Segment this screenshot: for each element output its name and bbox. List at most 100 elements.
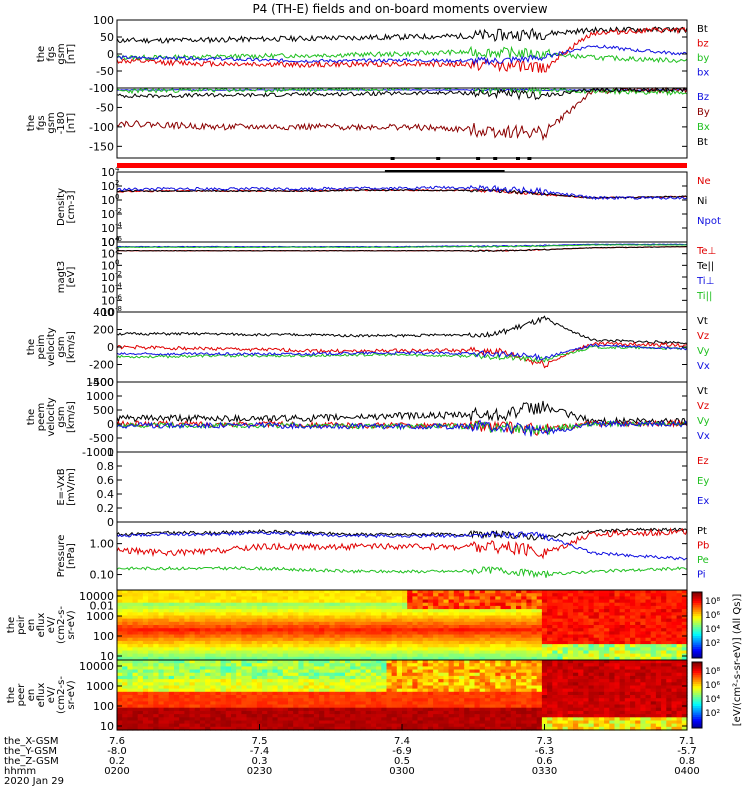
heatmap-cell <box>552 640 559 645</box>
heatmap-cell <box>334 650 341 655</box>
heatmap-cell <box>277 605 284 610</box>
heatmap-cell <box>174 682 180 687</box>
heatmap-cell <box>298 656 305 661</box>
heatmap-cell <box>407 644 413 648</box>
heatmap-cell <box>438 615 445 620</box>
heatmap-cell <box>246 621 253 626</box>
heatmap-cell <box>417 644 424 648</box>
heatmap-cell <box>231 714 237 718</box>
heatmap-cell <box>614 599 621 604</box>
heatmap-cell <box>635 666 641 671</box>
heatmap-cell <box>199 685 206 690</box>
heatmap-cell <box>655 698 662 702</box>
heatmap-cell <box>350 723 356 728</box>
heatmap-cell <box>557 599 564 604</box>
panel-frame <box>116 87 688 159</box>
heatmap-cell <box>650 612 657 617</box>
heatmap-cell <box>505 644 512 648</box>
heatmap-cell <box>469 590 476 594</box>
heatmap-cell <box>531 688 538 693</box>
heatmap-cell <box>567 653 574 658</box>
heatmap-cell <box>645 612 652 617</box>
heatmap-cell <box>464 701 470 706</box>
heatmap-cell <box>220 701 227 706</box>
heatmap-cell <box>438 707 445 712</box>
heatmap-cell <box>236 660 242 664</box>
heatmap-cell <box>526 656 533 661</box>
heatmap-cell <box>194 618 201 623</box>
heatmap-cell <box>381 593 388 597</box>
heatmap-cell <box>593 647 600 652</box>
heatmap-cell <box>500 669 507 674</box>
heatmap-cell <box>272 596 279 601</box>
heatmap-cell <box>262 612 268 617</box>
heatmap-cell <box>474 590 481 594</box>
heatmap-cell <box>308 710 315 715</box>
heatmap-cell <box>417 593 424 597</box>
heatmap-cell <box>453 660 460 664</box>
heatmap-cell <box>650 688 657 693</box>
heatmap-cell <box>588 682 595 687</box>
heatmap-cell <box>205 685 211 690</box>
y-axis-label: [km/s] <box>66 331 77 363</box>
heatmap-cell <box>210 714 217 718</box>
heatmap-cell <box>448 663 455 667</box>
heatmap-cell <box>438 602 445 607</box>
heatmap-cell <box>433 660 439 664</box>
heatmap-cell <box>189 685 196 690</box>
heatmap-cell <box>433 701 439 706</box>
heatmap-cell <box>500 675 507 680</box>
heatmap-cell <box>655 605 662 610</box>
heatmap-cell <box>184 669 191 674</box>
heatmap-cell <box>262 695 268 699</box>
heatmap-cell <box>308 634 315 639</box>
heatmap-cell <box>142 679 149 683</box>
heatmap-cell <box>194 625 201 629</box>
heatmap-cell <box>640 685 647 690</box>
heatmap-cell <box>427 615 434 620</box>
heatmap-cell <box>645 701 652 706</box>
y-tick-label: 1500 <box>86 376 114 389</box>
heatmap-cell <box>236 647 242 652</box>
y-tick-label: 10000 <box>79 590 114 603</box>
heatmap-cell <box>412 644 419 648</box>
heatmap-cell <box>282 647 289 652</box>
heatmap-cell <box>604 650 610 655</box>
heatmap-cell <box>516 723 522 728</box>
heatmap-cell <box>541 596 548 601</box>
heatmap-cell <box>272 653 279 658</box>
heatmap-cell <box>122 625 128 629</box>
heatmap-cell <box>189 653 196 658</box>
heatmap-cell <box>578 647 584 652</box>
heatmap-cell <box>298 640 305 645</box>
heatmap-cell <box>231 704 237 709</box>
heatmap-cell <box>339 625 346 629</box>
heatmap-cell <box>490 621 496 626</box>
heatmap-cell <box>370 701 377 706</box>
heatmap-cell <box>417 720 424 725</box>
heatmap-cell <box>402 717 408 722</box>
y-tick-label: 10 <box>101 194 115 207</box>
heatmap-cell <box>282 688 289 693</box>
heatmap-cell <box>402 631 408 636</box>
heatmap-cell <box>298 679 305 683</box>
heatmap-cell <box>127 599 134 604</box>
heatmap-cell <box>194 707 201 712</box>
heatmap-cell <box>655 666 662 671</box>
heatmap-cell <box>469 698 476 702</box>
heatmap-cell <box>573 602 579 607</box>
heatmap-cell <box>407 701 413 706</box>
heatmap-cell <box>531 682 538 687</box>
heatmap-cell <box>583 701 590 706</box>
heatmap-cell <box>619 625 626 629</box>
heatmap-cell <box>174 714 180 718</box>
heatmap-cell <box>396 631 403 636</box>
heatmap-cell <box>567 723 574 728</box>
heatmap-cell <box>557 634 564 639</box>
heatmap-cell <box>510 631 517 636</box>
heatmap-cell <box>490 672 496 677</box>
heatmap-cell <box>661 640 667 645</box>
heatmap-cell <box>402 647 408 652</box>
heatmap-cell <box>345 714 351 718</box>
heatmap-cell <box>293 599 299 604</box>
